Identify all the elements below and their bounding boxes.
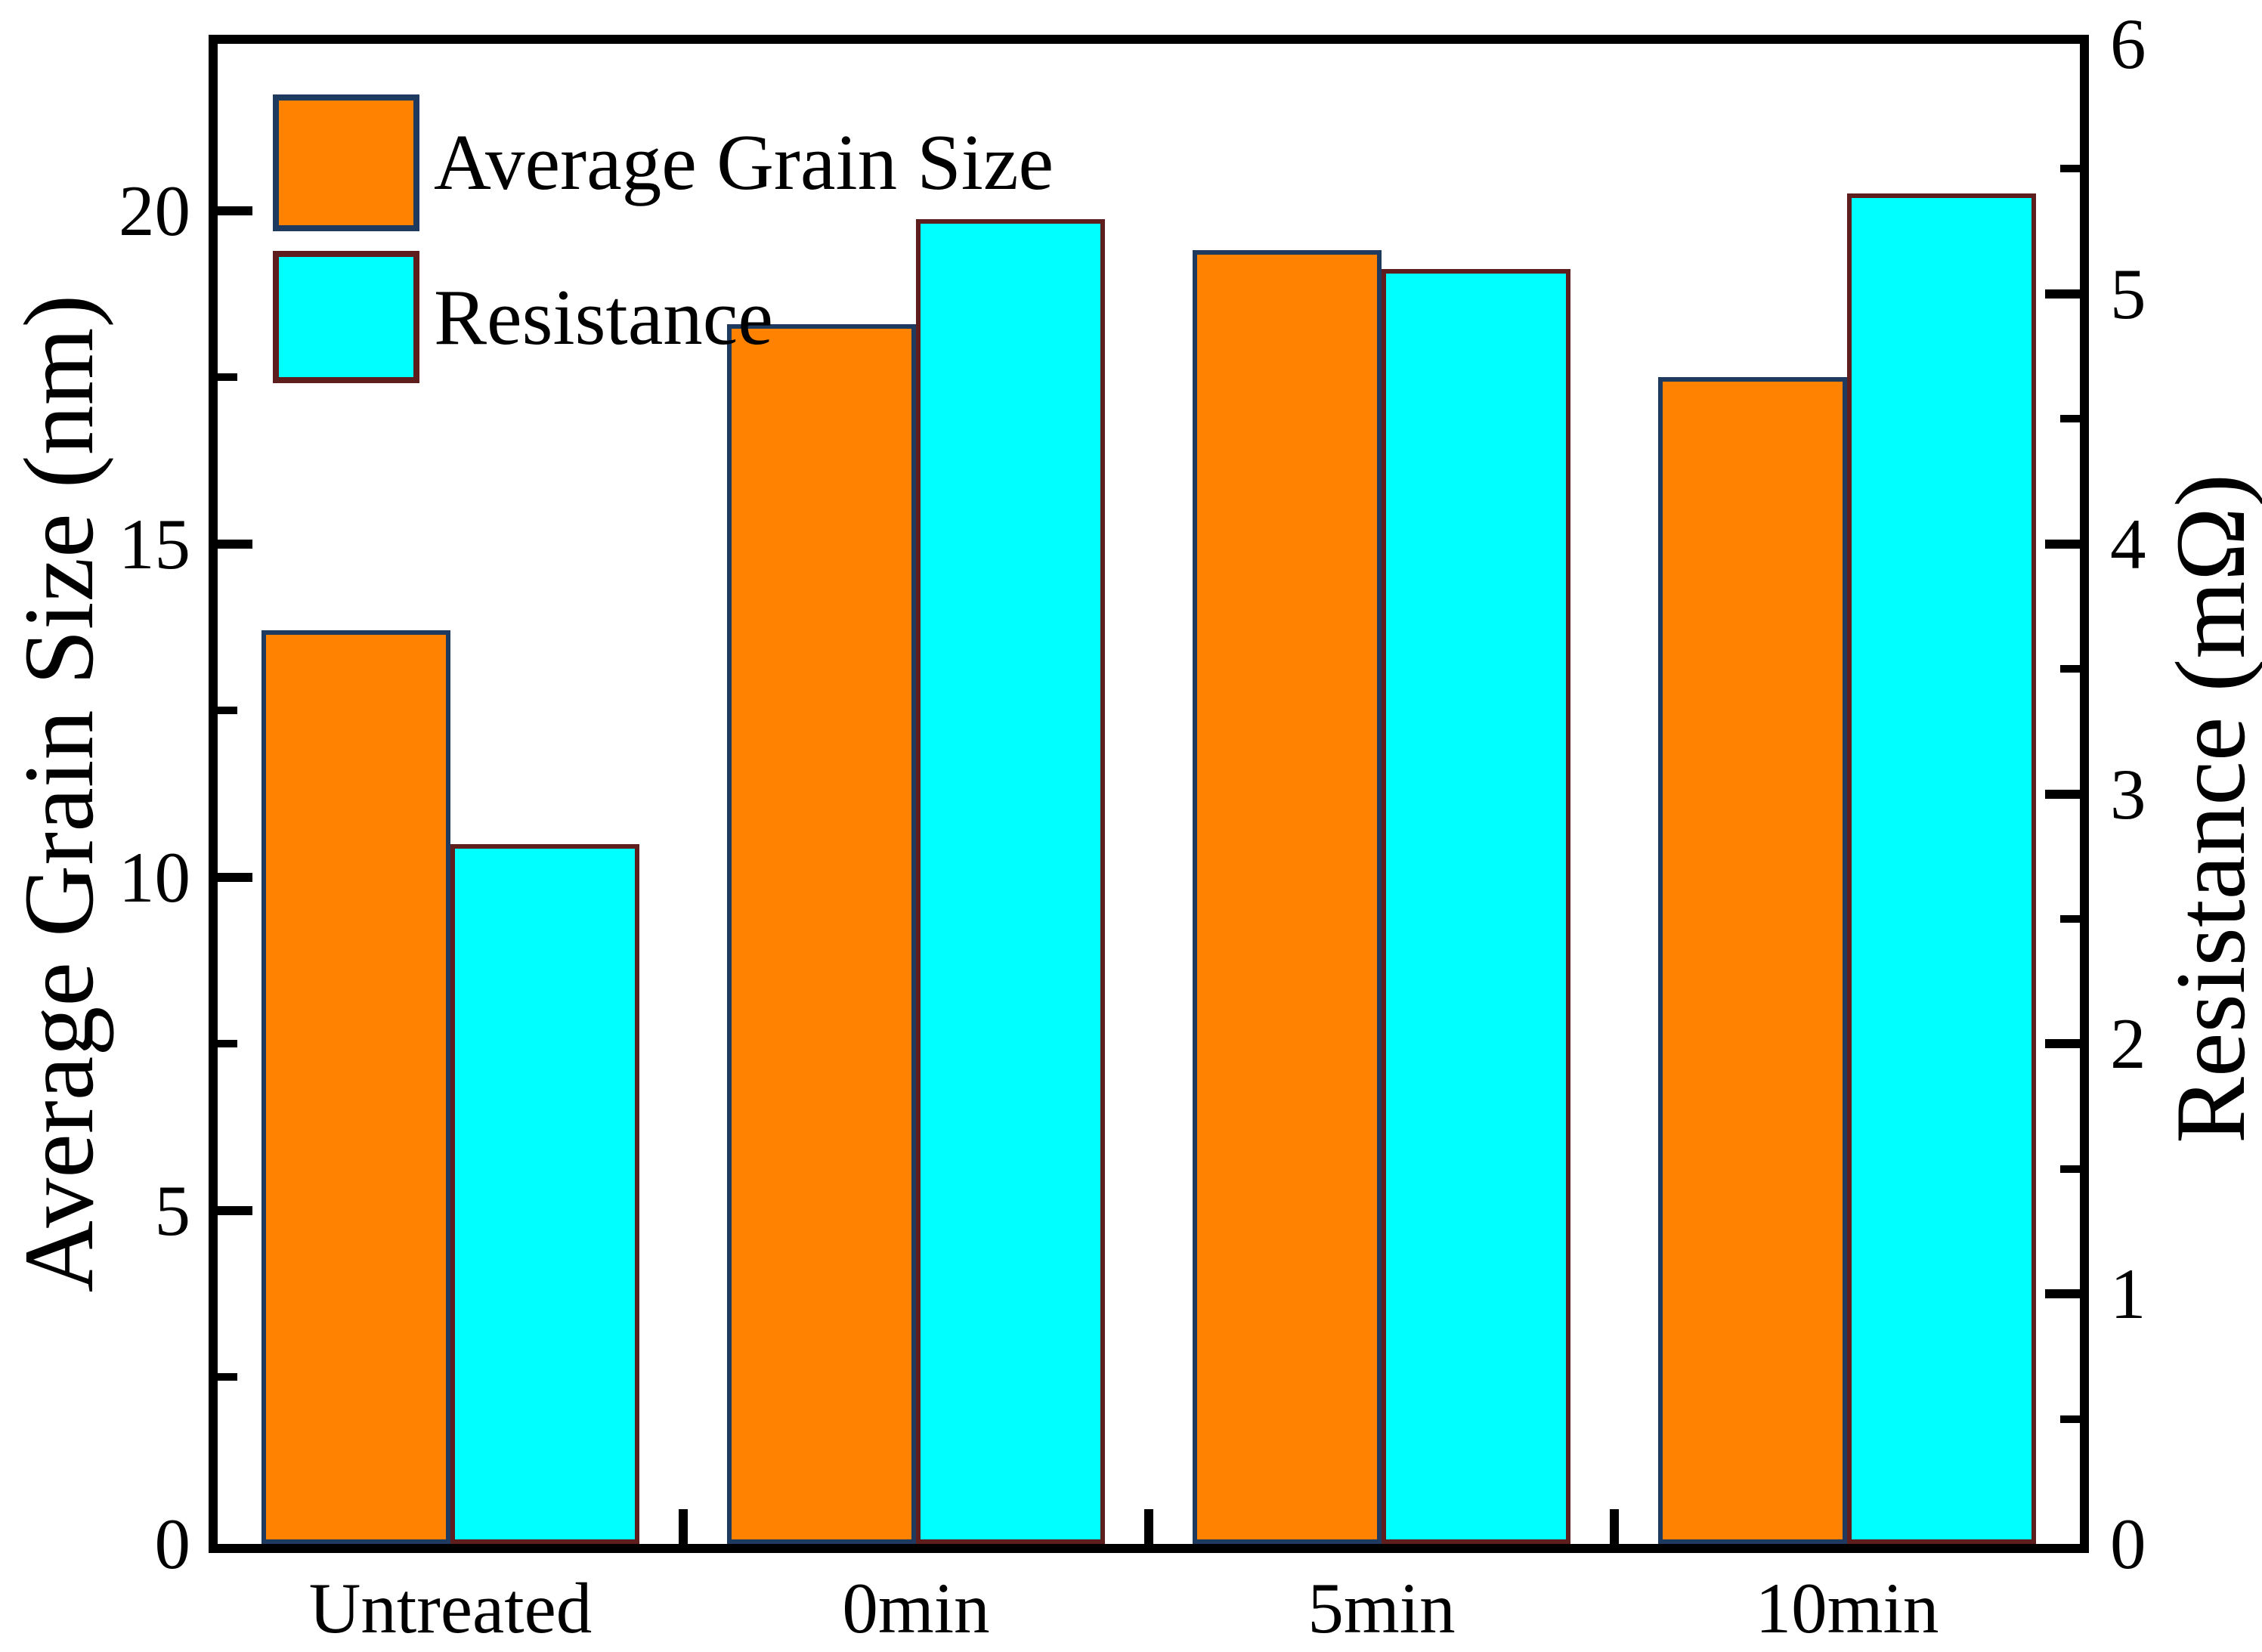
left-major-tick bbox=[218, 872, 252, 882]
left-tick-label: 15 bbox=[119, 503, 190, 584]
left-tick-label: 10 bbox=[119, 837, 190, 917]
right-tick-label: 3 bbox=[2110, 753, 2146, 834]
left-tick-label: 20 bbox=[119, 170, 190, 251]
left-major-tick bbox=[218, 1205, 252, 1215]
bar-resistance-untreated bbox=[450, 844, 639, 1544]
legend-label-grain-size: Average Grain Size bbox=[434, 118, 1054, 206]
right-minor-tick bbox=[2060, 415, 2080, 423]
x-axis-tick bbox=[679, 1509, 688, 1544]
right-minor-tick bbox=[2060, 1415, 2080, 1423]
bar-resistance-0min bbox=[916, 219, 1105, 1544]
right-major-tick bbox=[2045, 1289, 2080, 1299]
right-tick-label: 0 bbox=[2110, 1504, 2146, 1584]
right-major-tick bbox=[2045, 1039, 2080, 1049]
plot-area: Average Grain Size Resistance bbox=[218, 44, 2080, 1544]
left-major-tick bbox=[218, 539, 252, 549]
right-minor-tick bbox=[2060, 914, 2080, 923]
category-label-untreated: Untreated bbox=[308, 1568, 593, 1648]
right-major-tick bbox=[2045, 289, 2080, 299]
category-label-5min: 5min bbox=[1307, 1568, 1456, 1648]
left-major-tick bbox=[218, 206, 252, 215]
left-minor-tick bbox=[218, 373, 237, 382]
right-tick-label: 5 bbox=[2110, 253, 2146, 334]
bar-resistance-5min bbox=[1382, 269, 1570, 1544]
bar-grain-size-untreated bbox=[261, 630, 450, 1544]
bar-grain-size-0min bbox=[727, 324, 916, 1544]
bar-grain-size-5min bbox=[1193, 250, 1382, 1544]
bar-resistance-10min bbox=[1847, 193, 2036, 1544]
plot-border bbox=[209, 35, 2089, 1553]
right-tick-label: 4 bbox=[2110, 503, 2146, 584]
category-label-0min: 0min bbox=[842, 1568, 990, 1648]
right-major-tick bbox=[2045, 539, 2080, 549]
right-major-tick bbox=[2045, 789, 2080, 799]
left-minor-tick bbox=[218, 1373, 237, 1381]
right-axis-title: Resistance (mΩ) bbox=[2155, 473, 2262, 1144]
right-minor-tick bbox=[2060, 1165, 2080, 1173]
right-tick-label: 6 bbox=[2110, 4, 2146, 84]
left-tick-label: 5 bbox=[154, 1170, 191, 1251]
bar-grain-size-10min bbox=[1658, 377, 1847, 1544]
x-axis-tick bbox=[1144, 1509, 1153, 1544]
right-minor-tick bbox=[2060, 165, 2080, 173]
right-tick-label: 2 bbox=[2110, 1004, 2146, 1084]
legend-swatch-grain-size bbox=[273, 94, 419, 231]
legend-label-resistance: Resistance bbox=[434, 273, 774, 361]
right-tick-label: 1 bbox=[2110, 1254, 2146, 1335]
left-axis-title: Average Grain Size (nm) bbox=[3, 294, 114, 1293]
left-tick-label: 0 bbox=[154, 1504, 191, 1584]
x-axis-tick bbox=[1610, 1509, 1619, 1544]
legend-swatch-resistance bbox=[273, 251, 419, 383]
left-minor-tick bbox=[218, 707, 237, 715]
right-minor-tick bbox=[2060, 665, 2080, 673]
left-minor-tick bbox=[218, 1040, 237, 1048]
category-label-10min: 10min bbox=[1755, 1568, 1939, 1648]
